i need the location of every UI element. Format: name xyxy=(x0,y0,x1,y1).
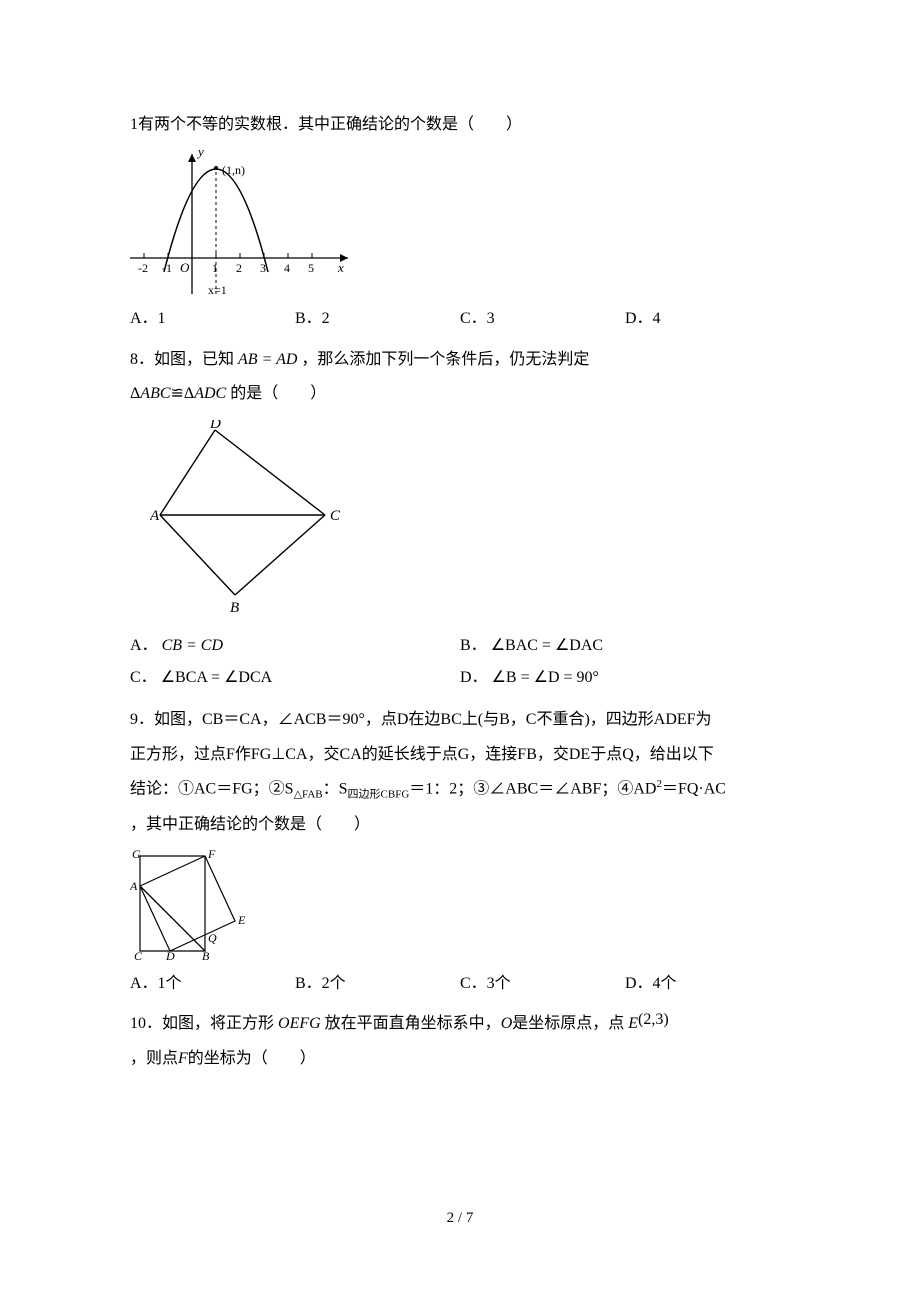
q9-opt-c: C．3个 xyxy=(460,969,625,999)
q8-stem-2: ΔABC≌ΔADC 的是（ ） xyxy=(130,379,790,409)
svg-text:E: E xyxy=(237,913,246,927)
svg-text:-2: -2 xyxy=(138,261,148,275)
q8-s1: 8．如图，已知 xyxy=(130,351,238,368)
q7-opt-d: D．4 xyxy=(625,304,790,334)
q10-l1: 10．如图，将正方形 OEFG 放在平面直角坐标系中，O是坐标原点，点 E(2,… xyxy=(130,1009,790,1039)
vline-label: x=1 xyxy=(208,283,227,296)
q8-row2: C． ∠BCA = ∠DCA D． ∠B = ∠D = 90° xyxy=(130,663,790,693)
q10-p: 10．如图，将正方形 xyxy=(130,1015,278,1032)
svg-text:D: D xyxy=(165,949,175,961)
q10-m4: F xyxy=(178,1050,188,1067)
q10-l2: ，则点F的坐标为（ ） xyxy=(130,1044,790,1074)
q8-delta2: Δ xyxy=(184,385,194,402)
q8a-l: A． xyxy=(130,637,158,654)
q10-m2: O xyxy=(501,1015,513,1032)
origin: O xyxy=(180,260,190,275)
ylabel: y xyxy=(196,146,204,159)
svg-text:2: 2 xyxy=(236,261,242,275)
q10-m1: OEFG xyxy=(278,1015,321,1032)
q8b-m: ∠BAC = ∠DAC xyxy=(491,637,603,654)
svg-text:B: B xyxy=(230,600,239,615)
q10-l2a: ，则点 xyxy=(130,1050,178,1067)
q7-choices: A．1 B．2 C．3 D．4 xyxy=(130,304,790,334)
q8c-l: C． xyxy=(130,669,157,686)
q9-s1: △FAB xyxy=(294,789,323,801)
q9-l4: ，其中正确结论的个数是（ ） xyxy=(130,810,790,840)
q9-s2: 四边形CBFG xyxy=(348,789,410,801)
q8-stem-1: 8．如图，已知 AB = AD ，那么添加下列一个条件后，仍无法判定 xyxy=(130,345,790,375)
q7-opt-a: A．1 xyxy=(130,304,295,334)
q9-diagram: G F A E C D B Q xyxy=(130,846,790,961)
q8-s3: 的是（ ） xyxy=(226,385,326,402)
q8-m1: AB = AD xyxy=(238,351,297,368)
svg-text:5: 5 xyxy=(308,261,314,275)
q8d-m: ∠B = ∠D = 90° xyxy=(492,669,599,686)
q9-l1: 9．如图，CB＝CA，∠ACB＝90°，点D在边BC上(与B，C不重合)，四边形… xyxy=(130,705,790,735)
svg-text:C: C xyxy=(134,949,143,961)
q10-coord: (2,3) xyxy=(638,1011,669,1028)
svg-text:A: A xyxy=(130,879,138,893)
q9-opt-d: D．4个 xyxy=(625,969,790,999)
q9-m1: ：S xyxy=(323,780,348,797)
xlabel: x xyxy=(337,260,344,275)
svg-text:4: 4 xyxy=(284,261,290,275)
q7-opt-c: C．3 xyxy=(460,304,625,334)
svg-text:-1: -1 xyxy=(162,261,172,275)
q10-md2: 是坐标原点，点 xyxy=(512,1015,628,1032)
q8a-m: CB = CD xyxy=(162,637,223,654)
q10-m3: E xyxy=(628,1015,638,1032)
q9-p1: 结论：①AC＝FG；②S xyxy=(130,780,294,797)
q9-opt-a: A．1个 xyxy=(130,969,295,999)
q8-m2: ABC xyxy=(140,385,170,402)
svg-text:A: A xyxy=(150,508,160,524)
svg-text:D: D xyxy=(209,420,221,432)
q8-cong: ≌ xyxy=(171,385,184,402)
q8-opt-c: C． ∠BCA = ∠DCA xyxy=(130,663,460,693)
vertex: (1,n) xyxy=(222,163,245,177)
q7-text: 1有两个不等的实数根．其中正确结论的个数是（ ） xyxy=(130,110,790,140)
q8c-m: ∠BCA = ∠DCA xyxy=(161,669,273,686)
q8-s2: ，那么添加下列一个条件后，仍无法判定 xyxy=(297,351,589,368)
q10-sf: 的坐标为（ ） xyxy=(188,1050,316,1067)
q9-opt-b: B．2个 xyxy=(295,969,460,999)
q9-m2: ＝1：2；③∠ABC＝∠ABF；④AD xyxy=(409,780,656,797)
svg-text:G: G xyxy=(132,847,141,861)
q8-row1: A． CB = CD B． ∠BAC = ∠DAC xyxy=(130,631,790,661)
svg-text:B: B xyxy=(202,949,210,961)
q7-opt-b: B．2 xyxy=(295,304,460,334)
q9-sf: ＝FQ·AC xyxy=(662,780,726,797)
svg-text:1: 1 xyxy=(212,261,218,275)
q9-choices: A．1个 B．2个 C．3个 D．4个 xyxy=(130,969,790,999)
q9-l3: 结论：①AC＝FG；②S△FAB：S四边形CBFG＝1：2；③∠ABC＝∠ABF… xyxy=(130,774,790,805)
q8-opt-a: A． CB = CD xyxy=(130,631,460,661)
q9-l2: 正方形，过点F作FG⊥CA，交CA的延长线于点G，连接FB，交DE于点Q，给出以… xyxy=(130,740,790,770)
q8-opt-d: D． ∠B = ∠D = 90° xyxy=(460,663,790,693)
svg-text:C: C xyxy=(330,508,341,524)
q8-diagram: A C D B xyxy=(150,420,790,615)
q8b-l: B． xyxy=(460,637,487,654)
q7-chart: y x O (1,n) x=1 -2 -1 1 2 3 4 5 xyxy=(130,146,790,296)
q8-delta1: Δ xyxy=(130,385,140,402)
q8-opt-b: B． ∠BAC = ∠DAC xyxy=(460,631,790,661)
svg-text:F: F xyxy=(207,847,216,861)
q8-m3: ADC xyxy=(194,385,226,402)
svg-text:3: 3 xyxy=(260,261,266,275)
q10-md1: 放在平面直角坐标系中， xyxy=(321,1015,501,1032)
page-footer: 2 / 7 xyxy=(0,1204,920,1233)
svg-text:Q: Q xyxy=(208,931,217,945)
q8d-l: D． xyxy=(460,669,488,686)
